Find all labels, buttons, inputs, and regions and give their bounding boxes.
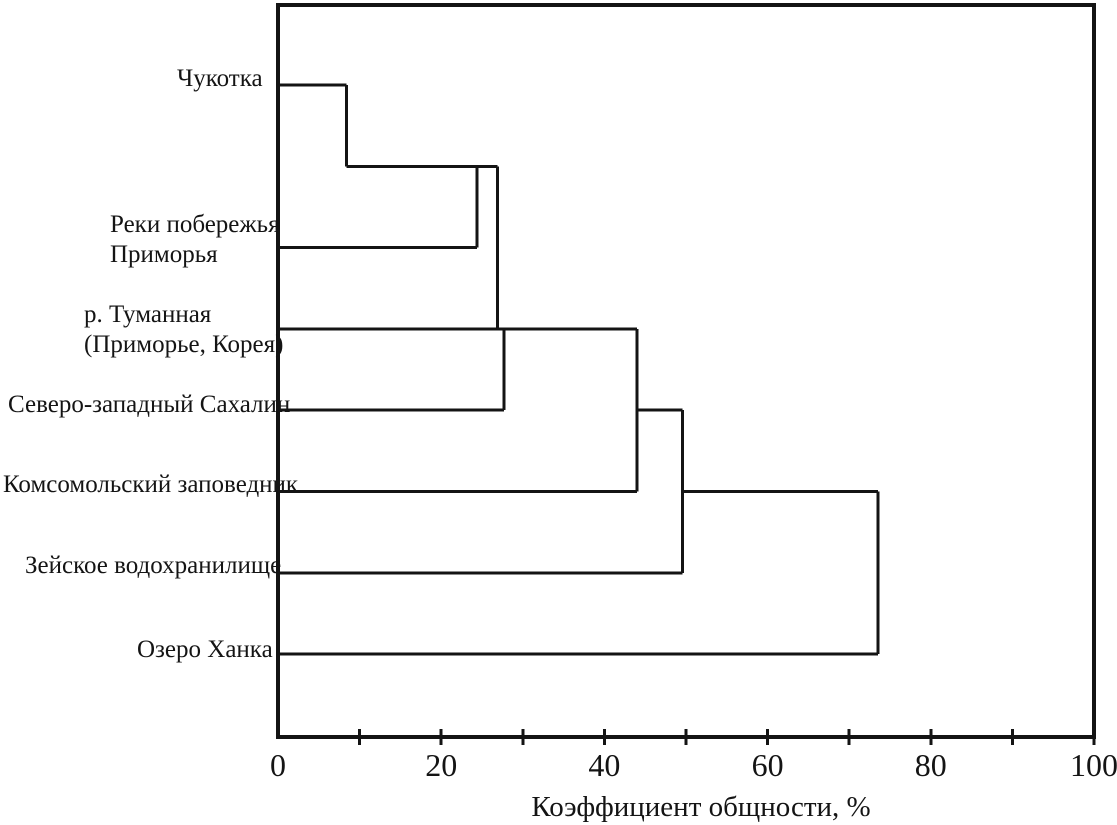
x-axis-tick-label: 40 [588, 747, 621, 783]
x-axis-tick-label: 100 [1070, 747, 1117, 783]
x-axis-tick-label: 20 [425, 747, 458, 783]
x-axis-tick-label: 0 [270, 747, 286, 783]
leaf-label: Северо-западный Сахалин [8, 391, 291, 418]
leaf-label: Зейское водохранилище [25, 552, 282, 579]
x-axis-tick-label: 80 [914, 747, 947, 783]
leaf-label: Комсомольский заповедник [3, 471, 299, 498]
plot-border [276, 3, 1096, 739]
leaf-label: Чукотка [177, 65, 263, 92]
leaf-label: Озеро Ханка [137, 636, 273, 663]
x-axis-tick-label: 60 [751, 747, 784, 783]
x-axis-title: Коэффициент общности, % [531, 791, 871, 823]
leaf-label: Реки побережья Приморья [110, 211, 280, 268]
leaf-label: р. Туманная (Приморье, Корея) [84, 301, 284, 358]
